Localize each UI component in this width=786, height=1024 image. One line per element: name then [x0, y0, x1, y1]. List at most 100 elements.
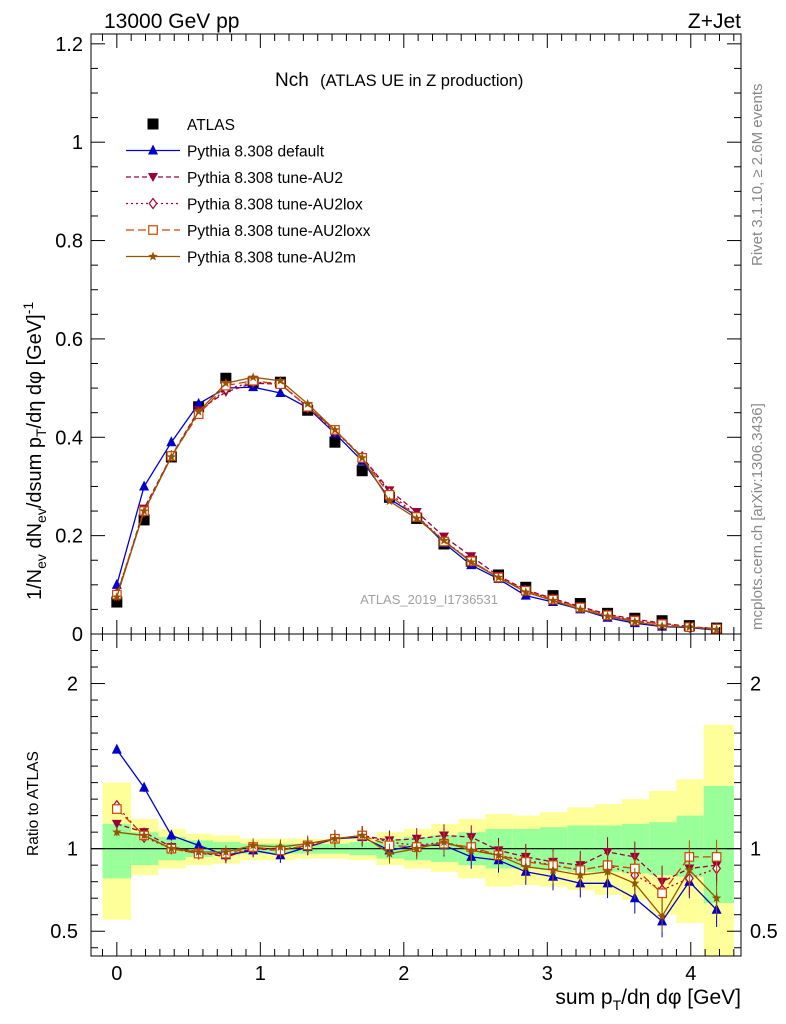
main-series-layer [111, 372, 723, 635]
ratio-point [411, 843, 422, 853]
legend-marker [147, 118, 159, 130]
ratio-point [112, 827, 122, 837]
ratio-point [166, 829, 177, 840]
x-axis-label: sum pT/dη dφ [GeV] [555, 986, 741, 1013]
data-point [111, 596, 123, 608]
legend-entry: ATLAS [147, 117, 235, 134]
y-tick-label-main: 0.4 [55, 427, 83, 449]
data-point [112, 592, 122, 602]
x-tick-label: 4 [685, 963, 696, 985]
ratio-point [657, 888, 667, 899]
ratio-point [548, 865, 558, 875]
legend-label: ATLAS [187, 117, 235, 134]
ratio-band-inner [703, 785, 734, 904]
legend-label: Pythia 8.308 tune-AU2lox [187, 197, 363, 214]
chart-title-main: Nch [275, 70, 309, 91]
ratio-series-4 [112, 826, 722, 933]
ratio-point [111, 743, 122, 754]
ratio-point [602, 866, 613, 876]
data-point [139, 506, 149, 516]
axis-ticks: 0 1 2 3 4 0 0.2 0.4 0.6 0.8 1 1.2 0.5 0.5 1 1 2 2 [50, 34, 778, 985]
legend-label: Pythia 8.308 tune-AU2 [187, 170, 343, 187]
ratio-point [711, 852, 722, 862]
data-point [166, 451, 177, 461]
legend-marker [148, 144, 158, 155]
rivet-version-label: Rivet 3.1.10, ≥ 2.6M events [749, 84, 766, 267]
data-point [630, 616, 640, 626]
y-tick-label-ratio: 0.5 [50, 921, 78, 943]
ratio-point [357, 830, 367, 840]
ratio-point [111, 819, 122, 829]
x-tick-label: 3 [542, 963, 553, 985]
data-point [657, 621, 667, 631]
ratio-point [657, 911, 667, 921]
ratio-point [493, 850, 504, 860]
y-tick-label-ratio: 1 [67, 839, 78, 861]
ratio-point [248, 840, 258, 850]
legend-marker [148, 251, 158, 261]
data-point [575, 604, 586, 614]
ratio-point [221, 846, 231, 857]
y-axis-label-ratio: Ratio to ATLAS [25, 751, 42, 856]
ratio-point [193, 839, 204, 850]
x-tick-label: 0 [111, 963, 122, 985]
ratio-point [439, 837, 449, 847]
ratio-point [302, 838, 313, 848]
ratio-point [630, 878, 640, 888]
legend-label: Pythia 8.308 tune-AU2loxx [187, 223, 371, 240]
y-tick-label-main: 1.2 [55, 34, 83, 56]
data-point [602, 611, 613, 621]
legend-marker [148, 173, 158, 182]
data-point [356, 465, 368, 477]
legend-label: Pythia 8.308 default [187, 144, 325, 161]
y-tick-label-main: 1 [72, 132, 83, 154]
ratio-point [275, 842, 286, 852]
y-tick-label-main: 0 [72, 624, 83, 646]
ratio-point [684, 865, 695, 875]
data-point [684, 622, 695, 632]
data-point [166, 436, 177, 447]
legend: ATLAS Pythia 8.308 default Pythia 8.308 tu… [126, 117, 371, 267]
data-point [357, 452, 367, 462]
ratio-point [466, 845, 476, 855]
ratio-point [711, 893, 722, 903]
y-tick-label-main: 0.8 [55, 231, 83, 253]
data-point [711, 624, 722, 634]
legend-marker [148, 197, 158, 210]
legend-entry: Pythia 8.308 tune-AU2loxx [126, 223, 371, 240]
ratio-point [330, 833, 340, 843]
series-5 [112, 372, 722, 634]
x-tick-label: 2 [398, 963, 409, 985]
data-point [493, 572, 504, 582]
ratio-point [193, 846, 204, 857]
y-tick-label-ratio-right: 0.5 [750, 921, 778, 943]
x-tick-label: 1 [255, 963, 266, 985]
legend-marker [148, 225, 158, 235]
chart-title: Nch (ATLAS UE in Z production) [275, 70, 523, 91]
ratio-point [139, 781, 150, 792]
y-axis-label-main: 1/Nev dNev/dsum pT/dη dφ [GeV]-1 [20, 302, 49, 600]
legend-entry: Pythia 8.308 tune-AU2lox [126, 197, 363, 214]
data-point [248, 372, 258, 382]
data-point [466, 557, 476, 567]
ratio-point [166, 843, 177, 853]
ratio-point [575, 870, 586, 880]
ratio-point [384, 848, 395, 858]
ratio-point [521, 861, 531, 871]
data-point [221, 378, 231, 388]
y-tick-label-ratio-right: 1 [750, 839, 761, 861]
ratio-series-layer [111, 743, 722, 938]
y-tick-label-ratio-right: 2 [750, 674, 761, 696]
data-point [275, 387, 286, 398]
data-point [411, 513, 422, 523]
data-point [139, 480, 150, 491]
data-point [439, 535, 449, 545]
legend-entry: Pythia 8.308 tune-AU2m [126, 250, 356, 267]
legend-entry: Pythia 8.308 tune-AU2 [126, 170, 343, 187]
mcplots-label: mcplots.cern.ch [arXiv:1306.3436] [749, 403, 766, 630]
data-point [193, 406, 204, 416]
legend-entry: Pythia 8.308 default [126, 144, 325, 161]
data-point [275, 375, 286, 385]
data-point [329, 436, 341, 448]
